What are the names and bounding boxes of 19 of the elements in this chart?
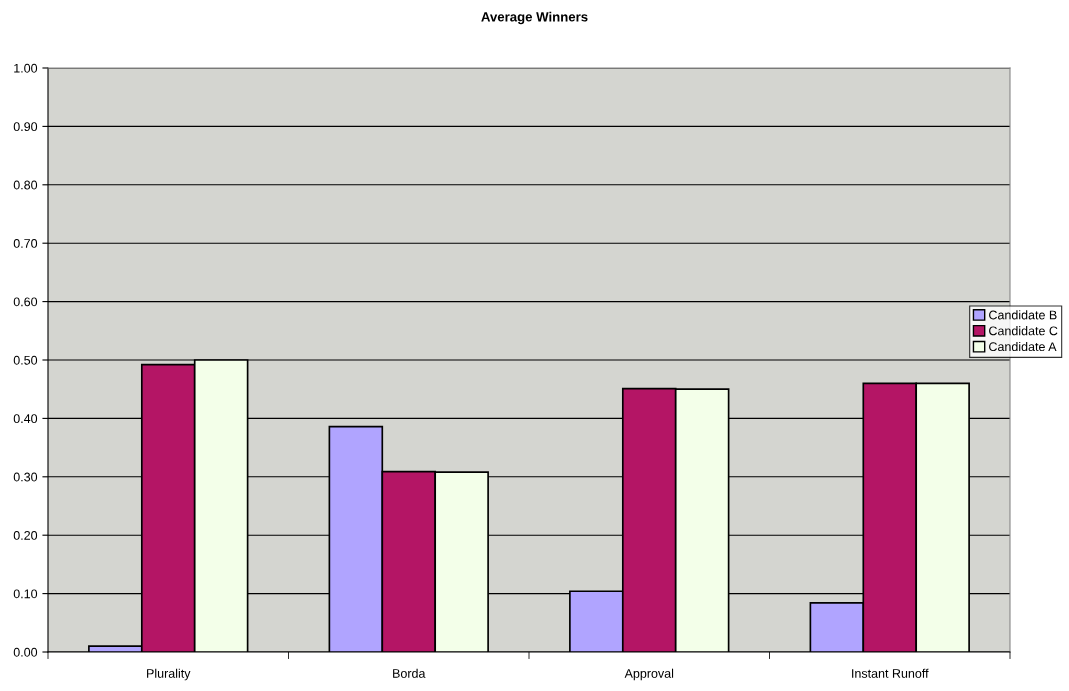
legend-label: Candidate C bbox=[989, 326, 1058, 336]
y-tick-label: 0.20 bbox=[13, 531, 38, 540]
y-tick-label: 1.00 bbox=[14, 63, 38, 73]
y-tick-label: 0.90 bbox=[13, 122, 38, 132]
legend-label: Candidate A bbox=[989, 341, 1057, 352]
y-tick-label: 0.80 bbox=[13, 180, 38, 190]
x-tick-label: Instant Runoff bbox=[852, 668, 929, 678]
y-tick-label: 0.70 bbox=[13, 239, 38, 248]
y-tick-label: 0.50 bbox=[13, 355, 38, 365]
legend-label: Candidate B bbox=[989, 310, 1057, 320]
y-tick-label: 0.10 bbox=[13, 589, 38, 599]
x-tick-label: Approval bbox=[624, 668, 674, 681]
x-tick-label: Borda bbox=[393, 668, 426, 678]
chart-title: Average Winners bbox=[481, 11, 588, 25]
y-tick-label: 0.30 bbox=[13, 472, 38, 482]
x-tick-label: Plurality bbox=[147, 668, 191, 681]
y-tick-label: 0.40 bbox=[13, 414, 38, 424]
y-tick-label: 0.60 bbox=[13, 297, 38, 307]
y-tick-label: 0.00 bbox=[13, 647, 38, 657]
